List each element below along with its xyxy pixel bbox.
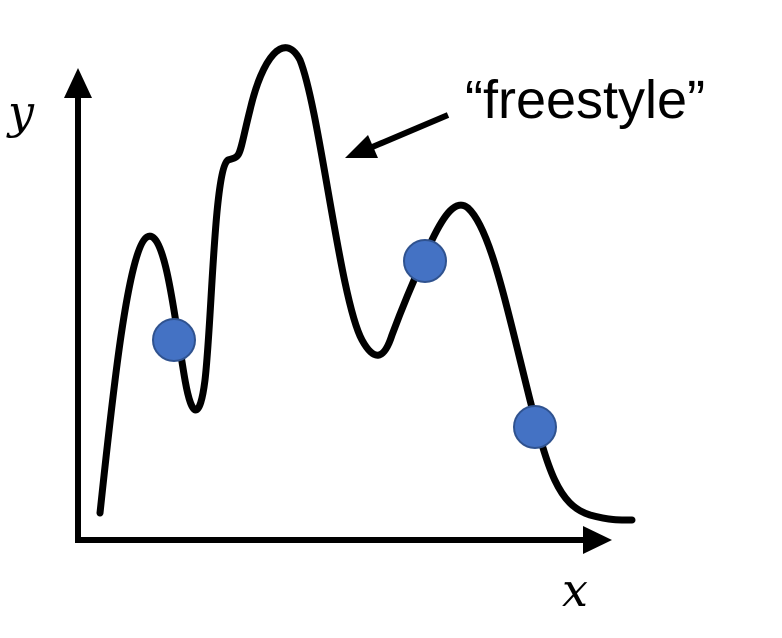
sample-point [513,405,557,449]
sample-point [403,239,447,283]
y-axis-arrowhead [64,68,92,98]
x-axis-label: x [562,563,588,617]
annotation-arrow-shaft [368,112,450,151]
y-axis-label: y [6,85,35,139]
annotation-arrowhead [345,135,378,158]
sample-point [152,318,196,362]
x-axis-arrowhead [583,526,612,554]
annotation-label: “freestyle” [465,70,705,130]
